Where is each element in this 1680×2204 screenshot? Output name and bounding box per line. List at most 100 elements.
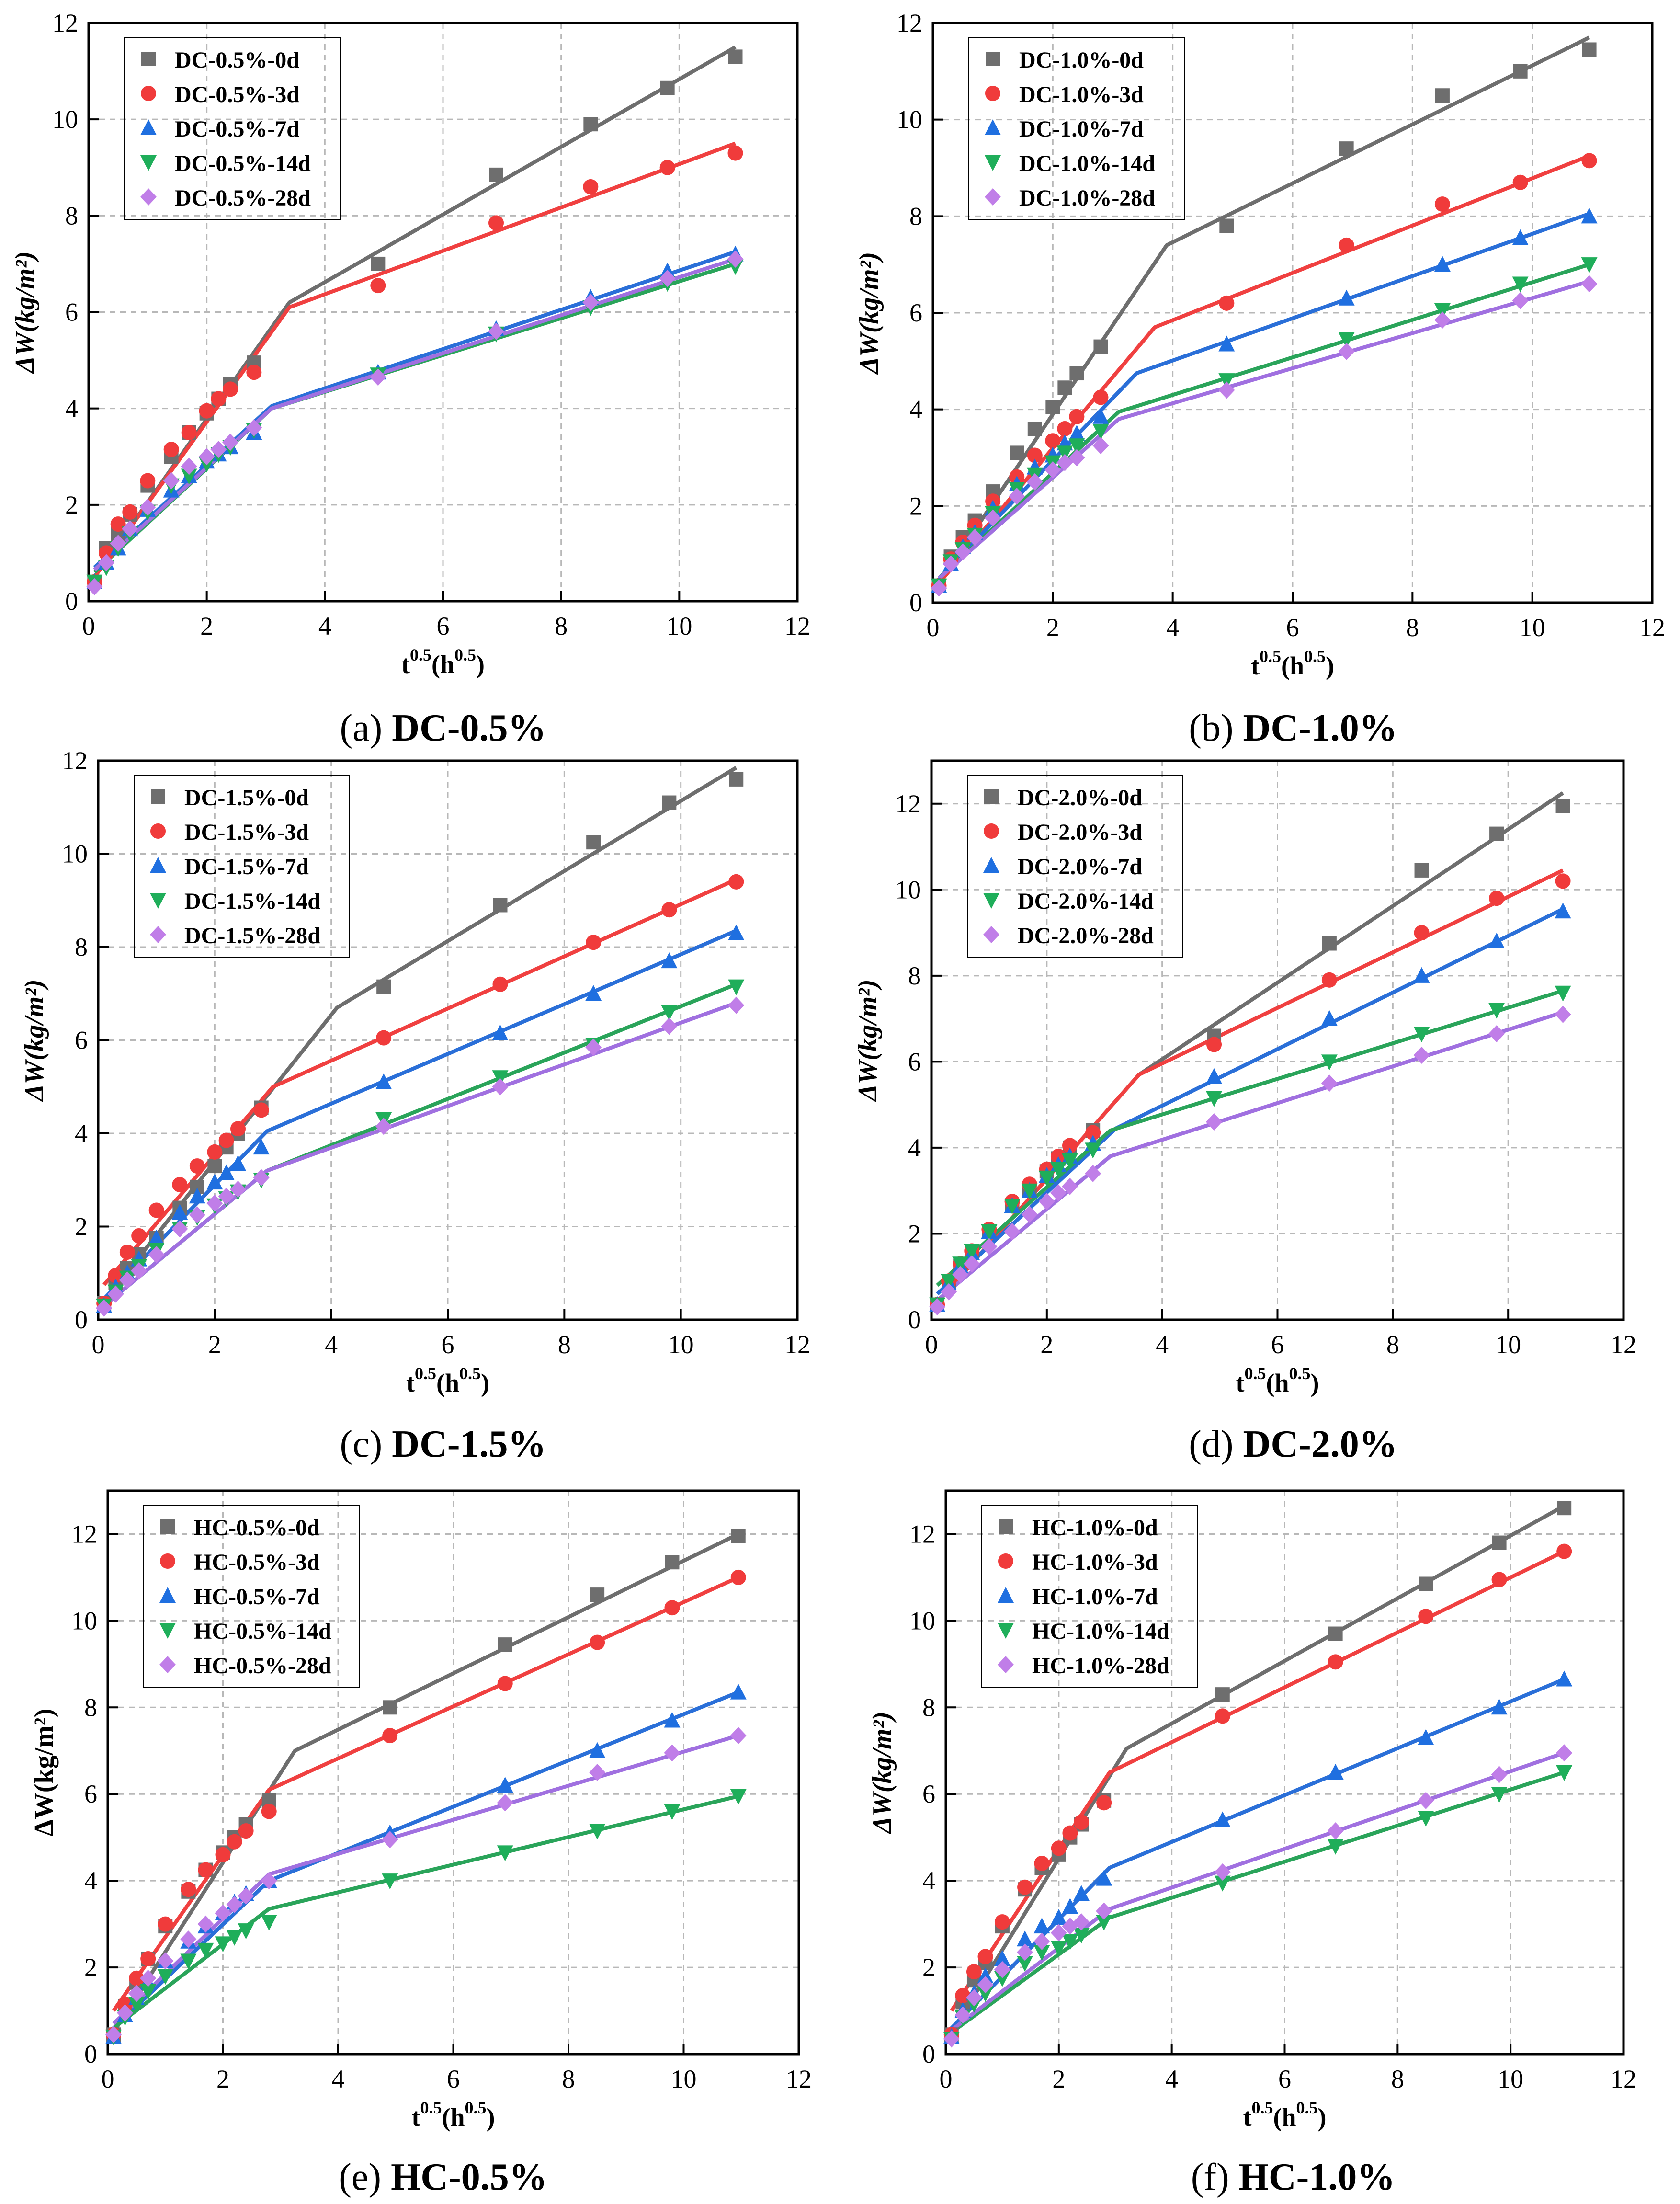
data-point-0d xyxy=(660,80,675,95)
data-point-28d xyxy=(659,270,676,287)
y-tick-label: 8 xyxy=(922,1693,935,1722)
data-point-3d xyxy=(590,1634,605,1650)
data-point-3d xyxy=(215,1847,231,1862)
data-point-28d xyxy=(238,1887,254,1905)
legend-marker-28d xyxy=(150,926,166,943)
data-point-28d xyxy=(1017,1943,1033,1961)
x-tick-label: 4 xyxy=(1156,1330,1169,1359)
x-tick-label: 12 xyxy=(786,2065,812,2093)
data-point-3d xyxy=(181,1882,196,1897)
data-point-3d xyxy=(1418,1609,1434,1624)
data-point-0d xyxy=(1322,936,1337,951)
data-point-14d xyxy=(1096,1915,1112,1931)
x-tick-label: 4 xyxy=(1166,613,1179,642)
legend-label: DC-0.5%-28d xyxy=(175,185,311,211)
legend-label: HC-0.5%-7d xyxy=(194,1584,320,1610)
data-point-14d xyxy=(1062,1934,1078,1950)
data-point-7d xyxy=(1073,1885,1090,1901)
data-point-28d xyxy=(96,1299,113,1317)
data-point-3d xyxy=(1339,237,1354,253)
chart-panel-d: 0 2 4 6 8 10 12 0 2 4 6 8 10 12 t0.5(h0.5) ΔW(kg/m²) DC-… xyxy=(853,759,1636,1397)
fit-line-3d xyxy=(112,1576,739,2012)
data-point-14d xyxy=(964,1244,980,1260)
data-point-0d xyxy=(1045,400,1060,414)
caption-name: DC-1.5% xyxy=(392,1423,546,1465)
legend: DC-2.0%-0d DC-2.0%-3d DC-2.0%-7d DC-2.0%-14… xyxy=(967,775,1183,958)
data-point-14d xyxy=(994,1971,1010,1987)
data-point-14d xyxy=(1062,1153,1078,1169)
x-tick-label: 10 xyxy=(1498,2065,1523,2093)
data-point-7d xyxy=(1327,1764,1344,1780)
data-point-7d xyxy=(1555,902,1571,919)
data-point-3d xyxy=(661,902,677,918)
fit-line-28d xyxy=(936,1010,1564,1302)
legend-label: DC-1.5%-3d xyxy=(184,820,309,845)
y-tick-label: 0 xyxy=(922,2040,935,2068)
legend: DC-0.5%-0d DC-0.5%-3d DC-0.5%-7d DC-0.5%-14… xyxy=(124,37,341,220)
data-point-3d xyxy=(1414,925,1430,941)
data-point-7d xyxy=(1062,1898,1078,1914)
data-point-3d xyxy=(261,1804,277,1819)
data-point-3d xyxy=(1093,389,1109,405)
data-point-14d xyxy=(941,1274,957,1290)
panel-caption: (e) HC-0.5% xyxy=(60,2156,826,2199)
data-point-3d xyxy=(492,976,508,992)
y-tick-label: 8 xyxy=(75,933,88,961)
legend-label: DC-1.0%-0d xyxy=(1019,47,1144,73)
legend-label: DC-1.0%-3d xyxy=(1019,82,1144,107)
data-point-28d xyxy=(131,1262,148,1279)
data-point-28d xyxy=(1033,1932,1050,1950)
y-tick-label: 2 xyxy=(922,1953,935,1982)
fit-line-28d xyxy=(102,1001,737,1307)
caption-name: DC-1.0% xyxy=(1243,707,1397,749)
data-point-14d xyxy=(1085,1142,1101,1159)
series-7d xyxy=(931,207,1598,593)
x-axis-label: t0.5(h0.5) xyxy=(412,2098,495,2132)
data-point-7d xyxy=(1321,1010,1338,1026)
data-point-28d xyxy=(218,1188,235,1205)
data-point-7d xyxy=(206,1174,223,1190)
x-axis-label: t0.5(h0.5) xyxy=(401,645,485,679)
data-point-14d xyxy=(728,979,745,995)
data-point-28d xyxy=(966,528,983,546)
x-tick-label: 8 xyxy=(562,2065,575,2093)
data-point-7d xyxy=(1068,425,1085,441)
data-point-0d xyxy=(1419,1576,1433,1591)
fit-line-14d xyxy=(112,1794,739,2030)
y-axis-label: ΔW(kg/m²) xyxy=(10,251,40,374)
data-point-28d xyxy=(661,1017,678,1035)
y-tick-label: 8 xyxy=(909,202,922,230)
y-tick-label: 12 xyxy=(895,789,921,818)
data-point-14d xyxy=(1488,1003,1505,1019)
legend-label: DC-1.5%-28d xyxy=(184,923,320,948)
legend-marker-7d xyxy=(159,1587,176,1603)
data-point-0d xyxy=(371,256,386,271)
data-point-28d xyxy=(942,555,959,573)
y-tick-label: 4 xyxy=(84,1866,97,1895)
data-point-14d xyxy=(952,1256,969,1273)
legend-label: HC-1.0%-0d xyxy=(1032,1515,1158,1541)
legend-box xyxy=(967,775,1183,958)
data-point-14d xyxy=(140,1984,157,2000)
y-tick-label: 4 xyxy=(75,1119,88,1148)
data-point-14d xyxy=(1214,1875,1231,1892)
data-point-3d xyxy=(198,1862,214,1878)
x-tick-label: 4 xyxy=(325,1330,338,1359)
legend-label: HC-0.5%-14d xyxy=(194,1619,331,1644)
legend-box xyxy=(981,1505,1198,1688)
legend-label: HC-1.0%-28d xyxy=(1032,1653,1169,1679)
x-tick-label: 6 xyxy=(1271,1330,1284,1359)
data-point-0d xyxy=(493,898,508,913)
data-point-14d xyxy=(977,1986,994,2002)
data-point-28d xyxy=(1418,1792,1434,1809)
legend-marker-7d xyxy=(983,857,999,873)
y-tick-label: 0 xyxy=(908,1305,921,1334)
fit-line-14d xyxy=(950,1770,1565,2034)
legend-marker-28d xyxy=(983,926,999,943)
data-point-7d xyxy=(1488,933,1505,949)
x-tick-label: 4 xyxy=(332,2065,345,2093)
data-point-14d xyxy=(661,1005,678,1021)
data-point-7d xyxy=(1491,1699,1508,1715)
y-axis-label: ΔW(kg/m²) xyxy=(867,1712,897,1834)
data-point-0d xyxy=(1513,64,1528,79)
